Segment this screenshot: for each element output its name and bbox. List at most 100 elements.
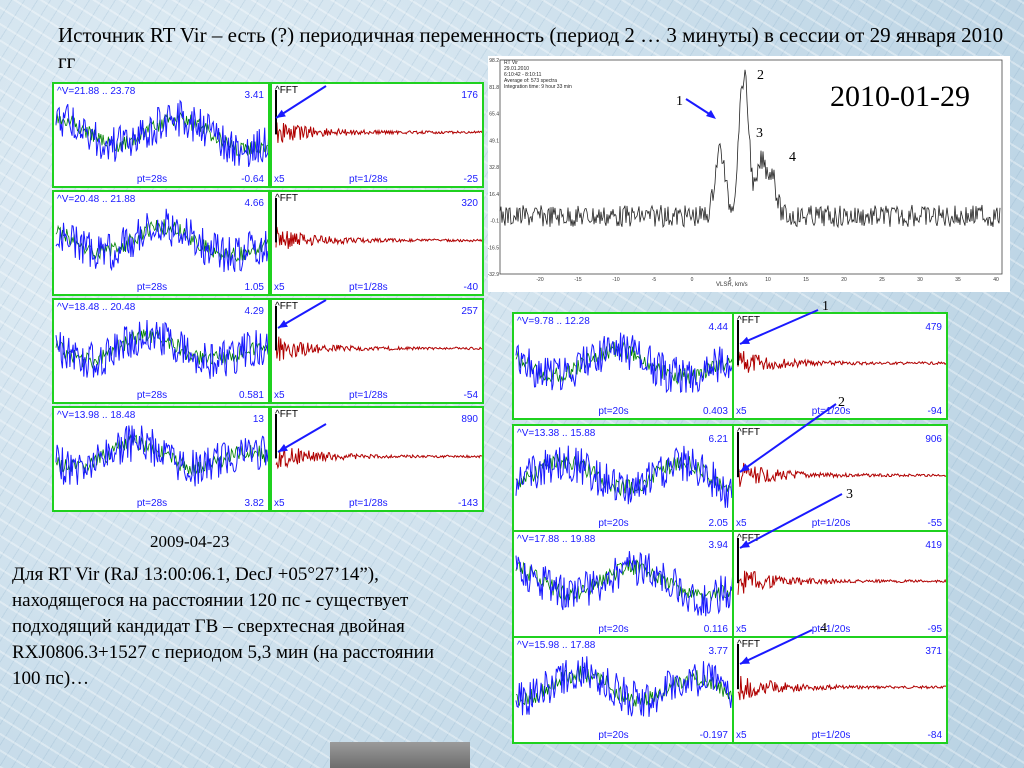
min-value-label: 0.116	[703, 624, 728, 635]
fft-series	[737, 675, 946, 701]
peak-label-4: 4	[789, 150, 796, 165]
fft-sampling-label: pt=1/28s	[349, 390, 388, 401]
sampling-label: pt=28s	[136, 174, 168, 185]
x-tick-label: -15	[574, 277, 581, 283]
fft-sampling-label: pt=1/20s	[811, 730, 851, 741]
info-line: 6:10:42 - 8:10:11	[504, 72, 542, 78]
peak-label-2: 2	[757, 68, 764, 83]
fft-plot	[275, 306, 482, 361]
light-curve-series	[515, 332, 732, 394]
fft-label: ^FFT	[737, 315, 761, 326]
fft-sampling-label: pt=1/28s	[349, 174, 388, 185]
fft-min-label: -143	[457, 498, 478, 509]
x5-label: x5	[736, 730, 747, 741]
date-big: 2010-01-29	[830, 80, 970, 113]
x-tick-label: 20	[841, 277, 847, 283]
light-curve-series	[55, 208, 268, 273]
peak-1-arrow	[685, 98, 716, 119]
spectrum-xlabel: VLSR, km/s	[716, 282, 748, 288]
velocity-range-label: ^V=15.98 .. 17.88	[517, 640, 596, 651]
fft-series	[275, 122, 482, 143]
light-curve-series	[515, 445, 732, 508]
y-tick-label: 81.8	[489, 85, 499, 91]
x-tick-label: 35	[955, 277, 961, 283]
x5-label: x5	[274, 498, 285, 509]
fft-plot	[275, 198, 482, 249]
amplitude-label: 13	[252, 414, 264, 425]
fft-plot	[737, 320, 946, 373]
fft-sampling-label: pt=1/20s	[811, 624, 851, 635]
fft-panel: ^FFT 419 x5 pt=1/20s -95	[732, 530, 948, 638]
fft-panel: ^FFT 479 x5 pt=1/20s -94	[732, 312, 948, 420]
min-value-label: 2.05	[708, 518, 728, 529]
fft-max-label: 371	[925, 646, 942, 657]
fft-label: ^FFT	[737, 427, 761, 438]
fft-min-label: -25	[463, 174, 478, 185]
fft-max-label: 890	[461, 414, 478, 425]
fft-max-label: 419	[925, 540, 942, 551]
amplitude-label: 3.94	[708, 540, 728, 551]
fft-plot	[275, 414, 482, 470]
velocity-range-label: ^V=18.48 .. 20.48	[57, 302, 136, 313]
x5-label: x5	[274, 174, 285, 185]
x5-label: x5	[736, 518, 747, 529]
fft-panel: ^FFT 320 x5 pt=1/28s -40	[270, 190, 484, 296]
light-curve-panel: ^V=9.78 .. 12.28 4.44 pt=20s 0.403	[512, 312, 734, 420]
light-curve-plot	[515, 551, 732, 617]
fft-min-label: -94	[927, 406, 942, 417]
light-curve-panel: ^V=13.98 .. 18.48 13 pt=28s 3.82	[52, 406, 270, 512]
fft-label: ^FFT	[275, 409, 299, 420]
x5-label: x5	[274, 390, 285, 401]
velocity-range-label: ^V=20.48 .. 21.88	[57, 194, 136, 205]
fft-series	[737, 351, 946, 373]
slide-title: Источник RT Vir – есть (?) периодичная п…	[58, 23, 1004, 73]
spectrum-line	[499, 69, 1001, 229]
x-tick-label: 10	[765, 277, 771, 283]
velocity-range-label: ^V=17.88 .. 19.88	[517, 534, 596, 545]
fft-max-label: 906	[925, 434, 942, 445]
sampling-label: pt=20s	[598, 624, 629, 635]
sampling-label: pt=20s	[598, 518, 629, 529]
x-tick-label: 15	[803, 277, 809, 283]
light-curve-panel: ^V=21.88 .. 23.78 3.41 pt=28s -0.64	[52, 82, 270, 188]
description-text: Для RT Vir (RaJ 13:00:06.1, DecJ +05°27’…	[12, 564, 435, 689]
sampling-label: pt=20s	[598, 406, 629, 417]
light-curve-panel: ^V=20.48 .. 21.88 4.66 pt=28s 1.05	[52, 190, 270, 296]
fft-max-label: 257	[461, 306, 478, 317]
info-line: RT Vir	[504, 60, 518, 66]
fft-min-label: -40	[463, 282, 478, 293]
light-curve-plot	[55, 208, 268, 273]
fft-panel: ^FFT 890 x5 pt=1/28s -143	[270, 406, 484, 512]
info-line: Integration time: 9 hour 33 min	[504, 84, 572, 90]
amplitude-label: 3.77	[708, 646, 728, 657]
x5-label: x5	[736, 406, 747, 417]
x-tick-label: 0	[691, 277, 694, 283]
fft-max-label: 479	[925, 322, 942, 333]
x-tick-label: -20	[536, 277, 543, 283]
fft-label: ^FFT	[737, 639, 761, 650]
min-value-label: 1.05	[244, 282, 264, 293]
light-curve-panel: ^V=15.98 .. 17.88 3.77 pt=20s -0.197	[512, 636, 734, 744]
light-curve-series	[55, 425, 268, 487]
y-tick-label: 49.1	[489, 138, 499, 144]
fft-min-label: -54	[463, 390, 478, 401]
y-tick-label: -0.1	[490, 219, 499, 225]
y-tick-label: 65.4	[489, 112, 499, 118]
velocity-range-label: ^V=21.88 .. 23.78	[57, 86, 136, 97]
light-curve-series	[55, 99, 268, 167]
sampling-label: pt=28s	[136, 498, 168, 509]
fft-sampling-label: pt=1/28s	[349, 282, 388, 293]
fft-label: ^FFT	[275, 301, 299, 312]
fft-label: ^FFT	[275, 85, 299, 96]
x-tick-label: -5	[652, 277, 657, 283]
grey-decor-block	[330, 742, 470, 768]
fft-series	[738, 462, 946, 487]
light-curve-plot	[515, 656, 732, 717]
fft-plot	[737, 538, 946, 595]
y-tick-label: 32.8	[489, 165, 499, 171]
fft-min-label: -84	[927, 730, 942, 741]
light-curve-plot	[515, 332, 732, 394]
smoothed-curve	[515, 454, 732, 497]
min-value-label: -0.64	[241, 174, 264, 185]
velocity-range-label: ^V=13.98 .. 18.48	[57, 410, 136, 421]
